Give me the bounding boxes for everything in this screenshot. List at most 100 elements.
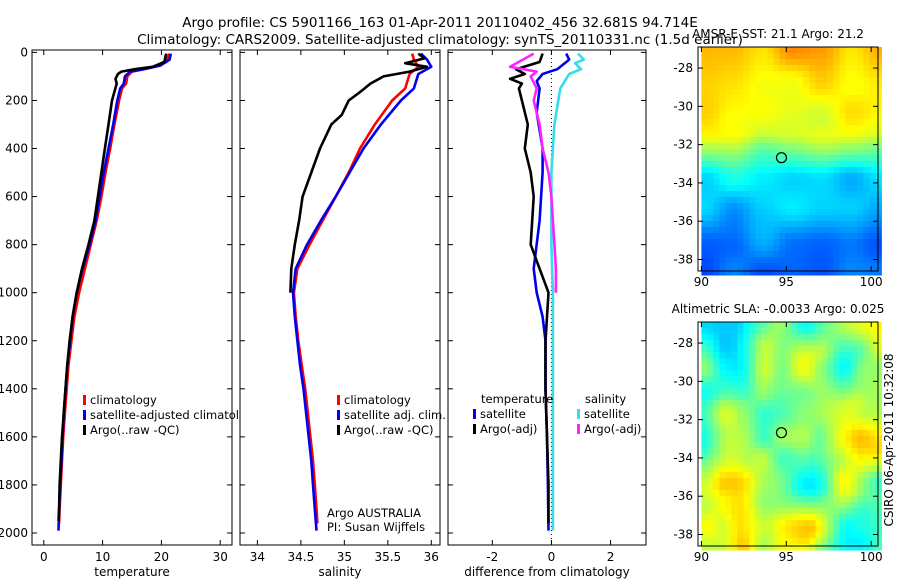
map-cell [875, 197, 882, 204]
map-cell [791, 442, 798, 449]
map-cell [737, 155, 744, 162]
map-cell [707, 418, 714, 425]
map-cell [779, 203, 786, 210]
map-cell [779, 364, 786, 371]
map-cell [833, 328, 840, 335]
map-cell [833, 376, 840, 383]
map-cell [761, 400, 768, 407]
map-cell [839, 77, 846, 84]
map-cell [857, 245, 864, 252]
map-cell [761, 328, 768, 335]
map-cell [779, 101, 786, 108]
map-cell [737, 107, 744, 114]
map-cell [773, 490, 780, 497]
map-cell [743, 352, 750, 359]
map-cell [719, 263, 726, 270]
map-cell [821, 227, 828, 234]
map-cell [875, 460, 882, 467]
y-tick-label: -28 [673, 336, 693, 350]
map-cell [719, 496, 726, 503]
map-cell [809, 364, 816, 371]
map-cell [725, 424, 732, 431]
map-cell [857, 394, 864, 401]
map-cell [761, 496, 768, 503]
map-cell [701, 442, 708, 449]
map-cell [857, 538, 864, 545]
map-cell [857, 400, 864, 407]
map-cell [791, 490, 798, 497]
map-cell [773, 472, 780, 479]
map-cell [701, 376, 708, 383]
map-cell [875, 400, 882, 407]
map-cell [845, 185, 852, 192]
map-cell [815, 263, 822, 270]
map-cell [869, 89, 876, 96]
map-cell [707, 215, 714, 222]
map-cell [821, 352, 828, 359]
map-cell [821, 394, 828, 401]
map-cell [713, 388, 720, 395]
legend-swatch [83, 425, 86, 435]
map-cell [815, 436, 822, 443]
map-cell [713, 520, 720, 527]
map-cell [755, 155, 762, 162]
map-cell [767, 221, 774, 228]
map-cell [773, 143, 780, 150]
map-cell [725, 436, 732, 443]
map-cell [719, 95, 726, 102]
map-cell [761, 490, 768, 497]
map-cell [749, 496, 756, 503]
map-cell [815, 65, 822, 72]
map-cell [761, 382, 768, 389]
map-cell [761, 472, 768, 479]
map-cell [875, 131, 882, 138]
map-cell [863, 173, 870, 180]
map-cell [803, 131, 810, 138]
map-cell [731, 71, 738, 78]
map-cell [785, 197, 792, 204]
map-cell [779, 83, 786, 90]
map-cell [737, 436, 744, 443]
map-cell [875, 65, 882, 72]
map-cell [785, 59, 792, 66]
map-cell [725, 83, 732, 90]
map-cell [803, 352, 810, 359]
map-cell [743, 197, 750, 204]
map-cell [743, 239, 750, 246]
map-cell [797, 269, 804, 276]
map-cell [797, 544, 804, 551]
map-cell [719, 442, 726, 449]
map-cell [755, 508, 762, 515]
map-cell [731, 406, 738, 413]
map-cell [827, 101, 834, 108]
map-cell [857, 364, 864, 371]
map-cell [773, 520, 780, 527]
map-cell [767, 185, 774, 192]
map-cell [755, 71, 762, 78]
map-cell [701, 83, 708, 90]
map-cell [875, 346, 882, 353]
map-cell [767, 388, 774, 395]
map-cell [809, 215, 816, 222]
map-cell [797, 466, 804, 473]
map-cell [803, 436, 810, 443]
map-cell [701, 143, 708, 150]
map-cell [743, 143, 750, 150]
map-cell [707, 131, 714, 138]
map-cell [869, 358, 876, 365]
map-cell [755, 436, 762, 443]
map-cell [791, 215, 798, 222]
map-cell [743, 113, 750, 120]
map-cell [737, 382, 744, 389]
map-cell [809, 71, 816, 78]
map-cell [833, 227, 840, 234]
map-cell [809, 119, 816, 126]
map-cell [713, 412, 720, 419]
map-cell [821, 245, 828, 252]
map-cell [827, 149, 834, 156]
map-cell [713, 508, 720, 515]
map-cell [761, 257, 768, 264]
map-cell [731, 412, 738, 419]
map-cell [755, 352, 762, 359]
x-tick-label: 35.5 [374, 550, 401, 564]
